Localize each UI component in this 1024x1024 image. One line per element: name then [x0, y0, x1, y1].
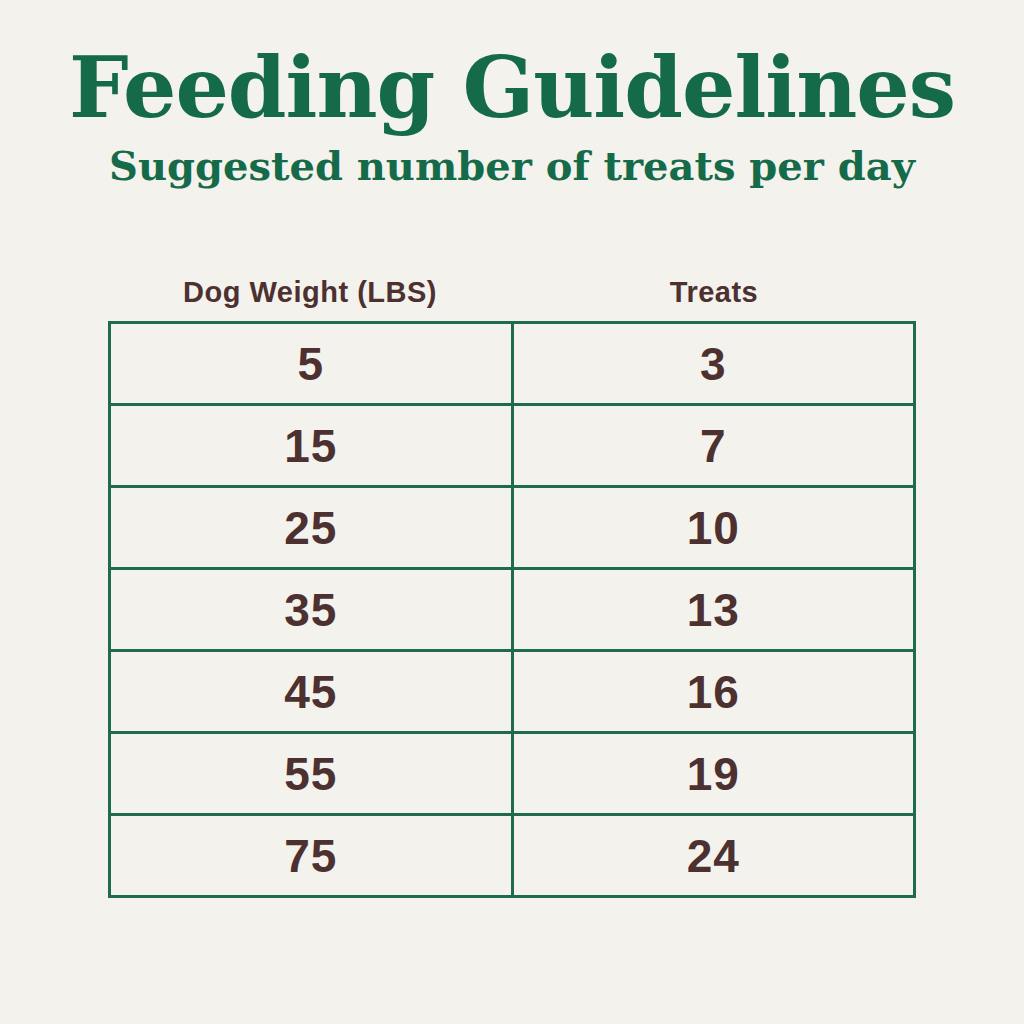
weight-cell: 5 [110, 323, 513, 405]
weight-cell: 75 [110, 815, 513, 897]
column-header-dog-weight: Dog Weight (LBS) [108, 276, 512, 309]
column-headers: Dog Weight (LBS) Treats [108, 276, 916, 309]
table-row: 4516 [110, 651, 915, 733]
treats-cell: 7 [512, 405, 915, 487]
treats-cell: 24 [512, 815, 915, 897]
table-row: 2510 [110, 487, 915, 569]
page-title: Feeding Guidelines [0, 0, 1024, 134]
page-subtitle: Suggested number of treats per day [0, 144, 1024, 188]
weight-cell: 35 [110, 569, 513, 651]
treats-cell: 19 [512, 733, 915, 815]
table-row: 3513 [110, 569, 915, 651]
table-row: 157 [110, 405, 915, 487]
weight-cell: 25 [110, 487, 513, 569]
treats-cell: 13 [512, 569, 915, 651]
weight-cell: 15 [110, 405, 513, 487]
treats-cell: 3 [512, 323, 915, 405]
table-body: 5315725103513451655197524 [110, 323, 915, 897]
weight-cell: 55 [110, 733, 513, 815]
table-row: 7524 [110, 815, 915, 897]
weight-cell: 45 [110, 651, 513, 733]
feeding-guidelines-infographic: Feeding Guidelines Suggested number of t… [0, 0, 1024, 1024]
table-row: 5519 [110, 733, 915, 815]
table-row: 53 [110, 323, 915, 405]
feeding-guidelines-table: 5315725103513451655197524 [108, 321, 916, 898]
column-header-treats: Treats [512, 276, 916, 309]
treats-cell: 16 [512, 651, 915, 733]
treats-cell: 10 [512, 487, 915, 569]
